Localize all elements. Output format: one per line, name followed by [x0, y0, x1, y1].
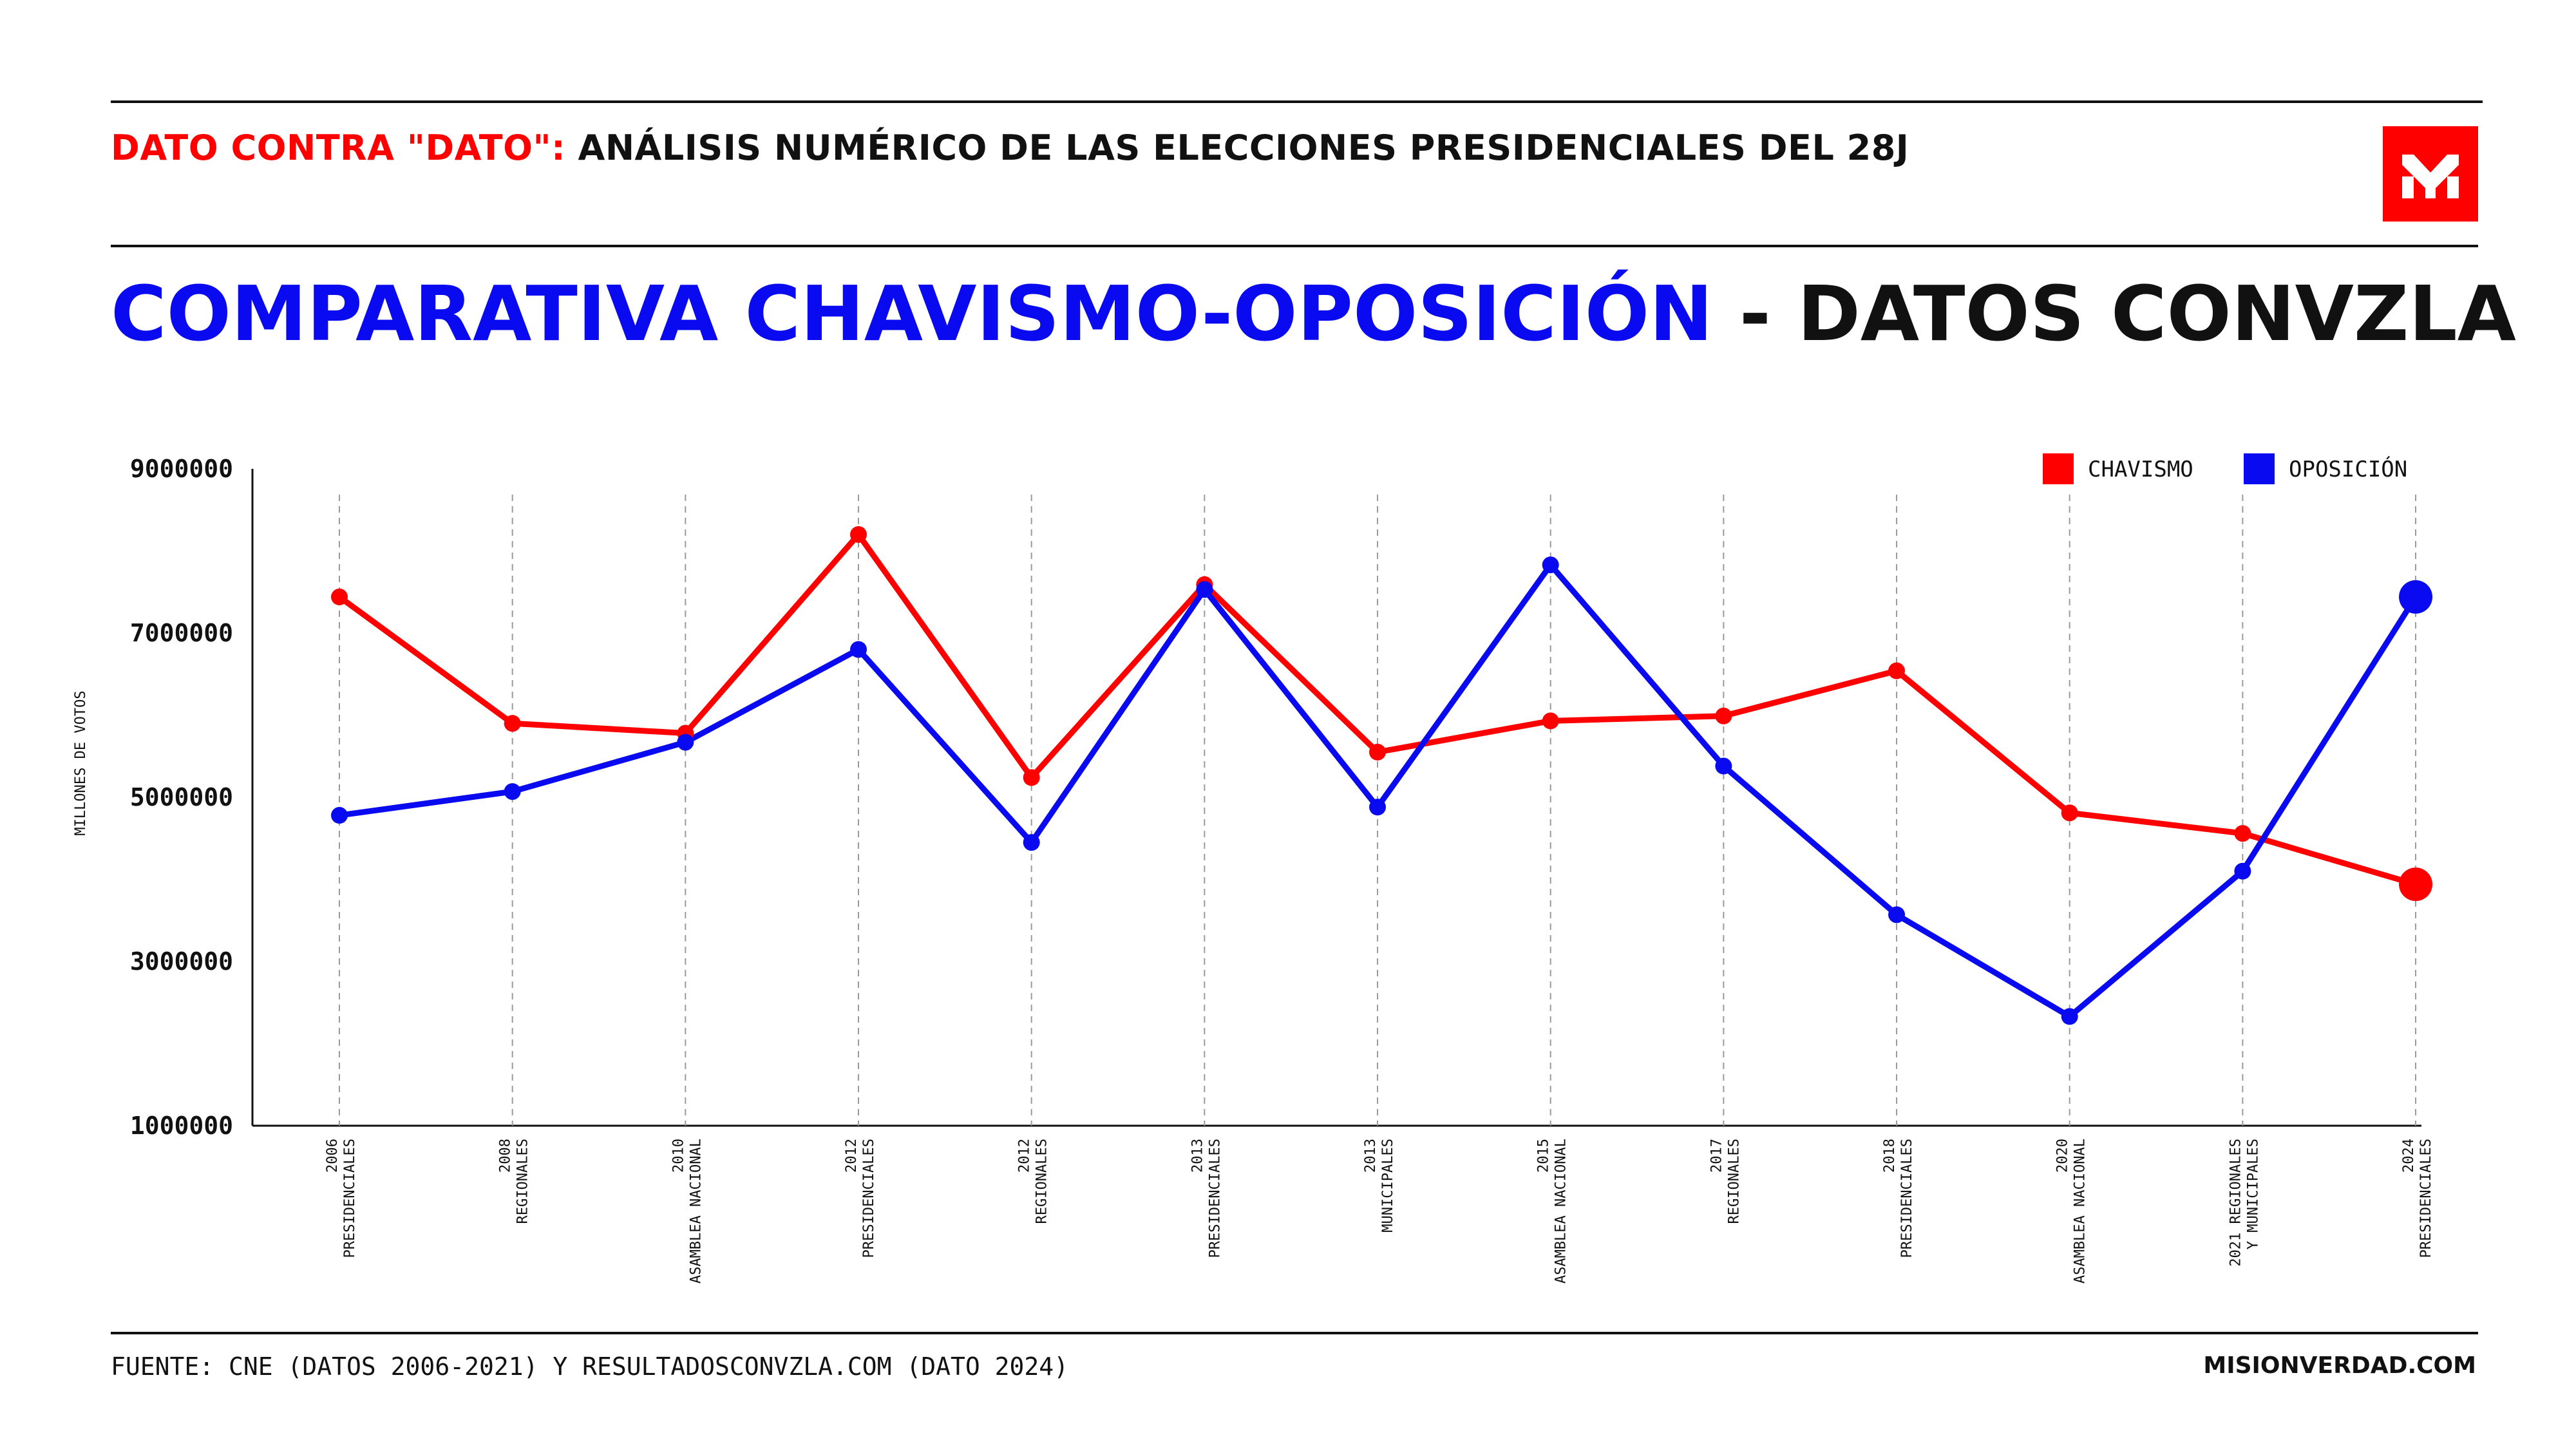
data-point-oposicion: [677, 734, 694, 751]
x-tick-label-line: 2015: [1536, 1139, 1552, 1173]
data-point-chavismo: [1369, 743, 1387, 761]
kicker-red: DATO CONTRA "DATO":: [111, 128, 566, 168]
header-kicker: DATO CONTRA "DATO": ANÁLISIS NUMÉRICO DE…: [111, 128, 1909, 168]
x-tick-label-line: 2013: [1363, 1139, 1379, 1173]
y-tick-label: 5000000: [130, 783, 233, 811]
kicker-black: ANÁLISIS NUMÉRICO DE LAS ELECCIONES PRES…: [578, 128, 1909, 168]
data-point-oposicion: [331, 807, 348, 824]
misionverdad-logo-icon: [2383, 126, 2478, 222]
bottom-rule: [111, 1332, 2478, 1334]
x-tick-label-line: PRESIDENCIALES: [1899, 1139, 1915, 1258]
x-tick-label-line: REGIONALES: [515, 1139, 531, 1224]
title-blue: COMPARATIVA CHAVISMO-OPOSICIÓN: [111, 269, 1713, 358]
x-tick-label-line: 2012: [844, 1139, 860, 1173]
x-tick-label: 2020ASAMBLEA NACIONAL: [2055, 1139, 2088, 1283]
top-rule: [111, 100, 2483, 103]
x-tick-label-line: PRESIDENCIALES: [342, 1139, 358, 1258]
x-tick-label-line: ASAMBLEA NACIONAL: [2072, 1139, 2088, 1283]
legend-swatch: [2244, 453, 2275, 484]
data-point-oposicion: [1023, 834, 1040, 851]
x-tick-label: 2012PRESIDENCIALES: [844, 1139, 877, 1258]
mid-rule: [111, 245, 2478, 247]
x-tick-label-line: PRESIDENCIALES: [861, 1139, 877, 1258]
x-tick-label: 2021 REGIONALESY MUNICIPALES: [2228, 1139, 2261, 1267]
x-tick-label-line: 2020: [2055, 1139, 2071, 1173]
legend-label: CHAVISMO: [2088, 457, 2193, 482]
data-point-oposicion: [1542, 556, 1559, 574]
data-point-oposicion: [1888, 906, 1906, 923]
x-tick-label-line: REGIONALES: [1034, 1139, 1050, 1224]
data-point-oposicion: [1715, 757, 1732, 775]
chart-title: COMPARATIVA CHAVISMO-OPOSICIÓN - DATOS C…: [111, 269, 2516, 358]
data-point-chavismo: [1888, 662, 1906, 679]
data-point-chavismo: [1715, 707, 1732, 724]
x-tick-label-line: PRESIDENCIALES: [1207, 1139, 1223, 1258]
x-tick-label: 2012REGIONALES: [1017, 1139, 1050, 1224]
data-point-oposicion: [2061, 1008, 2078, 1025]
x-tick-label-line: ASAMBLEA NACIONAL: [688, 1139, 704, 1283]
y-axis-title: MILLONES DE VOTOS: [73, 690, 89, 835]
x-tick-label-line: MUNICIPALES: [1380, 1139, 1396, 1233]
x-tick-label-line: 2018: [1882, 1139, 1898, 1173]
data-point-oposicion: [2234, 862, 2251, 880]
data-point-oposicion: [2399, 580, 2433, 614]
x-tick-label-line: 2024: [2401, 1139, 2417, 1173]
data-point-chavismo: [331, 588, 348, 605]
x-tick-label-line: PRESIDENCIALES: [2418, 1139, 2434, 1258]
data-point-chavismo: [1542, 712, 1559, 730]
x-tick-label-line: 2017: [1709, 1139, 1725, 1173]
data-point-chavismo: [1023, 769, 1040, 786]
x-tick-label-line: 2013: [1189, 1139, 1206, 1173]
x-tick-label-line: Y MUNICIPALES: [2245, 1139, 2261, 1249]
data-point-chavismo: [2399, 867, 2433, 902]
y-tick-label: 1000000: [130, 1112, 233, 1140]
y-tick-label: 9000000: [130, 455, 233, 483]
x-tick-label: 2010ASAMBLEA NACIONAL: [670, 1139, 704, 1283]
data-point-chavismo: [850, 526, 867, 543]
data-point-oposicion: [1369, 799, 1387, 816]
data-point-chavismo: [2234, 825, 2251, 842]
x-tick-label: 2024PRESIDENCIALES: [2401, 1139, 2434, 1258]
legend-swatch: [2043, 453, 2074, 484]
legend-label: OPOSICIÓN: [2289, 456, 2407, 482]
x-tick-label-line: 2012: [1017, 1139, 1033, 1173]
data-point-chavismo: [2061, 804, 2078, 822]
x-tick-label: 2018PRESIDENCIALES: [1882, 1139, 1915, 1258]
y-tick-label: 7000000: [130, 619, 233, 647]
x-tick-label-line: 2008: [498, 1139, 514, 1173]
data-point-oposicion: [504, 783, 521, 800]
title-black: - DATOS CONVZLA: [1739, 269, 2516, 358]
x-tick-label: 2013PRESIDENCIALES: [1189, 1139, 1223, 1258]
data-point-oposicion: [850, 641, 867, 658]
x-tick-label: 2017REGIONALES: [1709, 1139, 1742, 1224]
x-tick-label-line: 2006: [325, 1139, 341, 1173]
site-credit: MISIONVERDAD.COM: [2203, 1352, 2476, 1379]
x-tick-label-line: 2021 REGIONALES: [2228, 1139, 2244, 1267]
data-point-chavismo: [504, 715, 521, 732]
source-note: FUENTE: CNE (DATOS 2006-2021) Y RESULTAD…: [111, 1352, 1069, 1381]
x-tick-label: 2008REGIONALES: [498, 1139, 531, 1224]
data-point-oposicion: [1196, 581, 1213, 598]
y-tick-label: 3000000: [130, 947, 233, 976]
x-tick-label-line: REGIONALES: [1726, 1139, 1742, 1224]
x-tick-label-line: ASAMBLEA NACIONAL: [1553, 1139, 1569, 1283]
x-tick-label: 2013MUNICIPALES: [1363, 1139, 1396, 1233]
x-tick-label-line: 2010: [670, 1139, 687, 1173]
x-tick-label: 2006PRESIDENCIALES: [325, 1139, 358, 1258]
x-tick-label: 2015ASAMBLEA NACIONAL: [1536, 1139, 1569, 1283]
